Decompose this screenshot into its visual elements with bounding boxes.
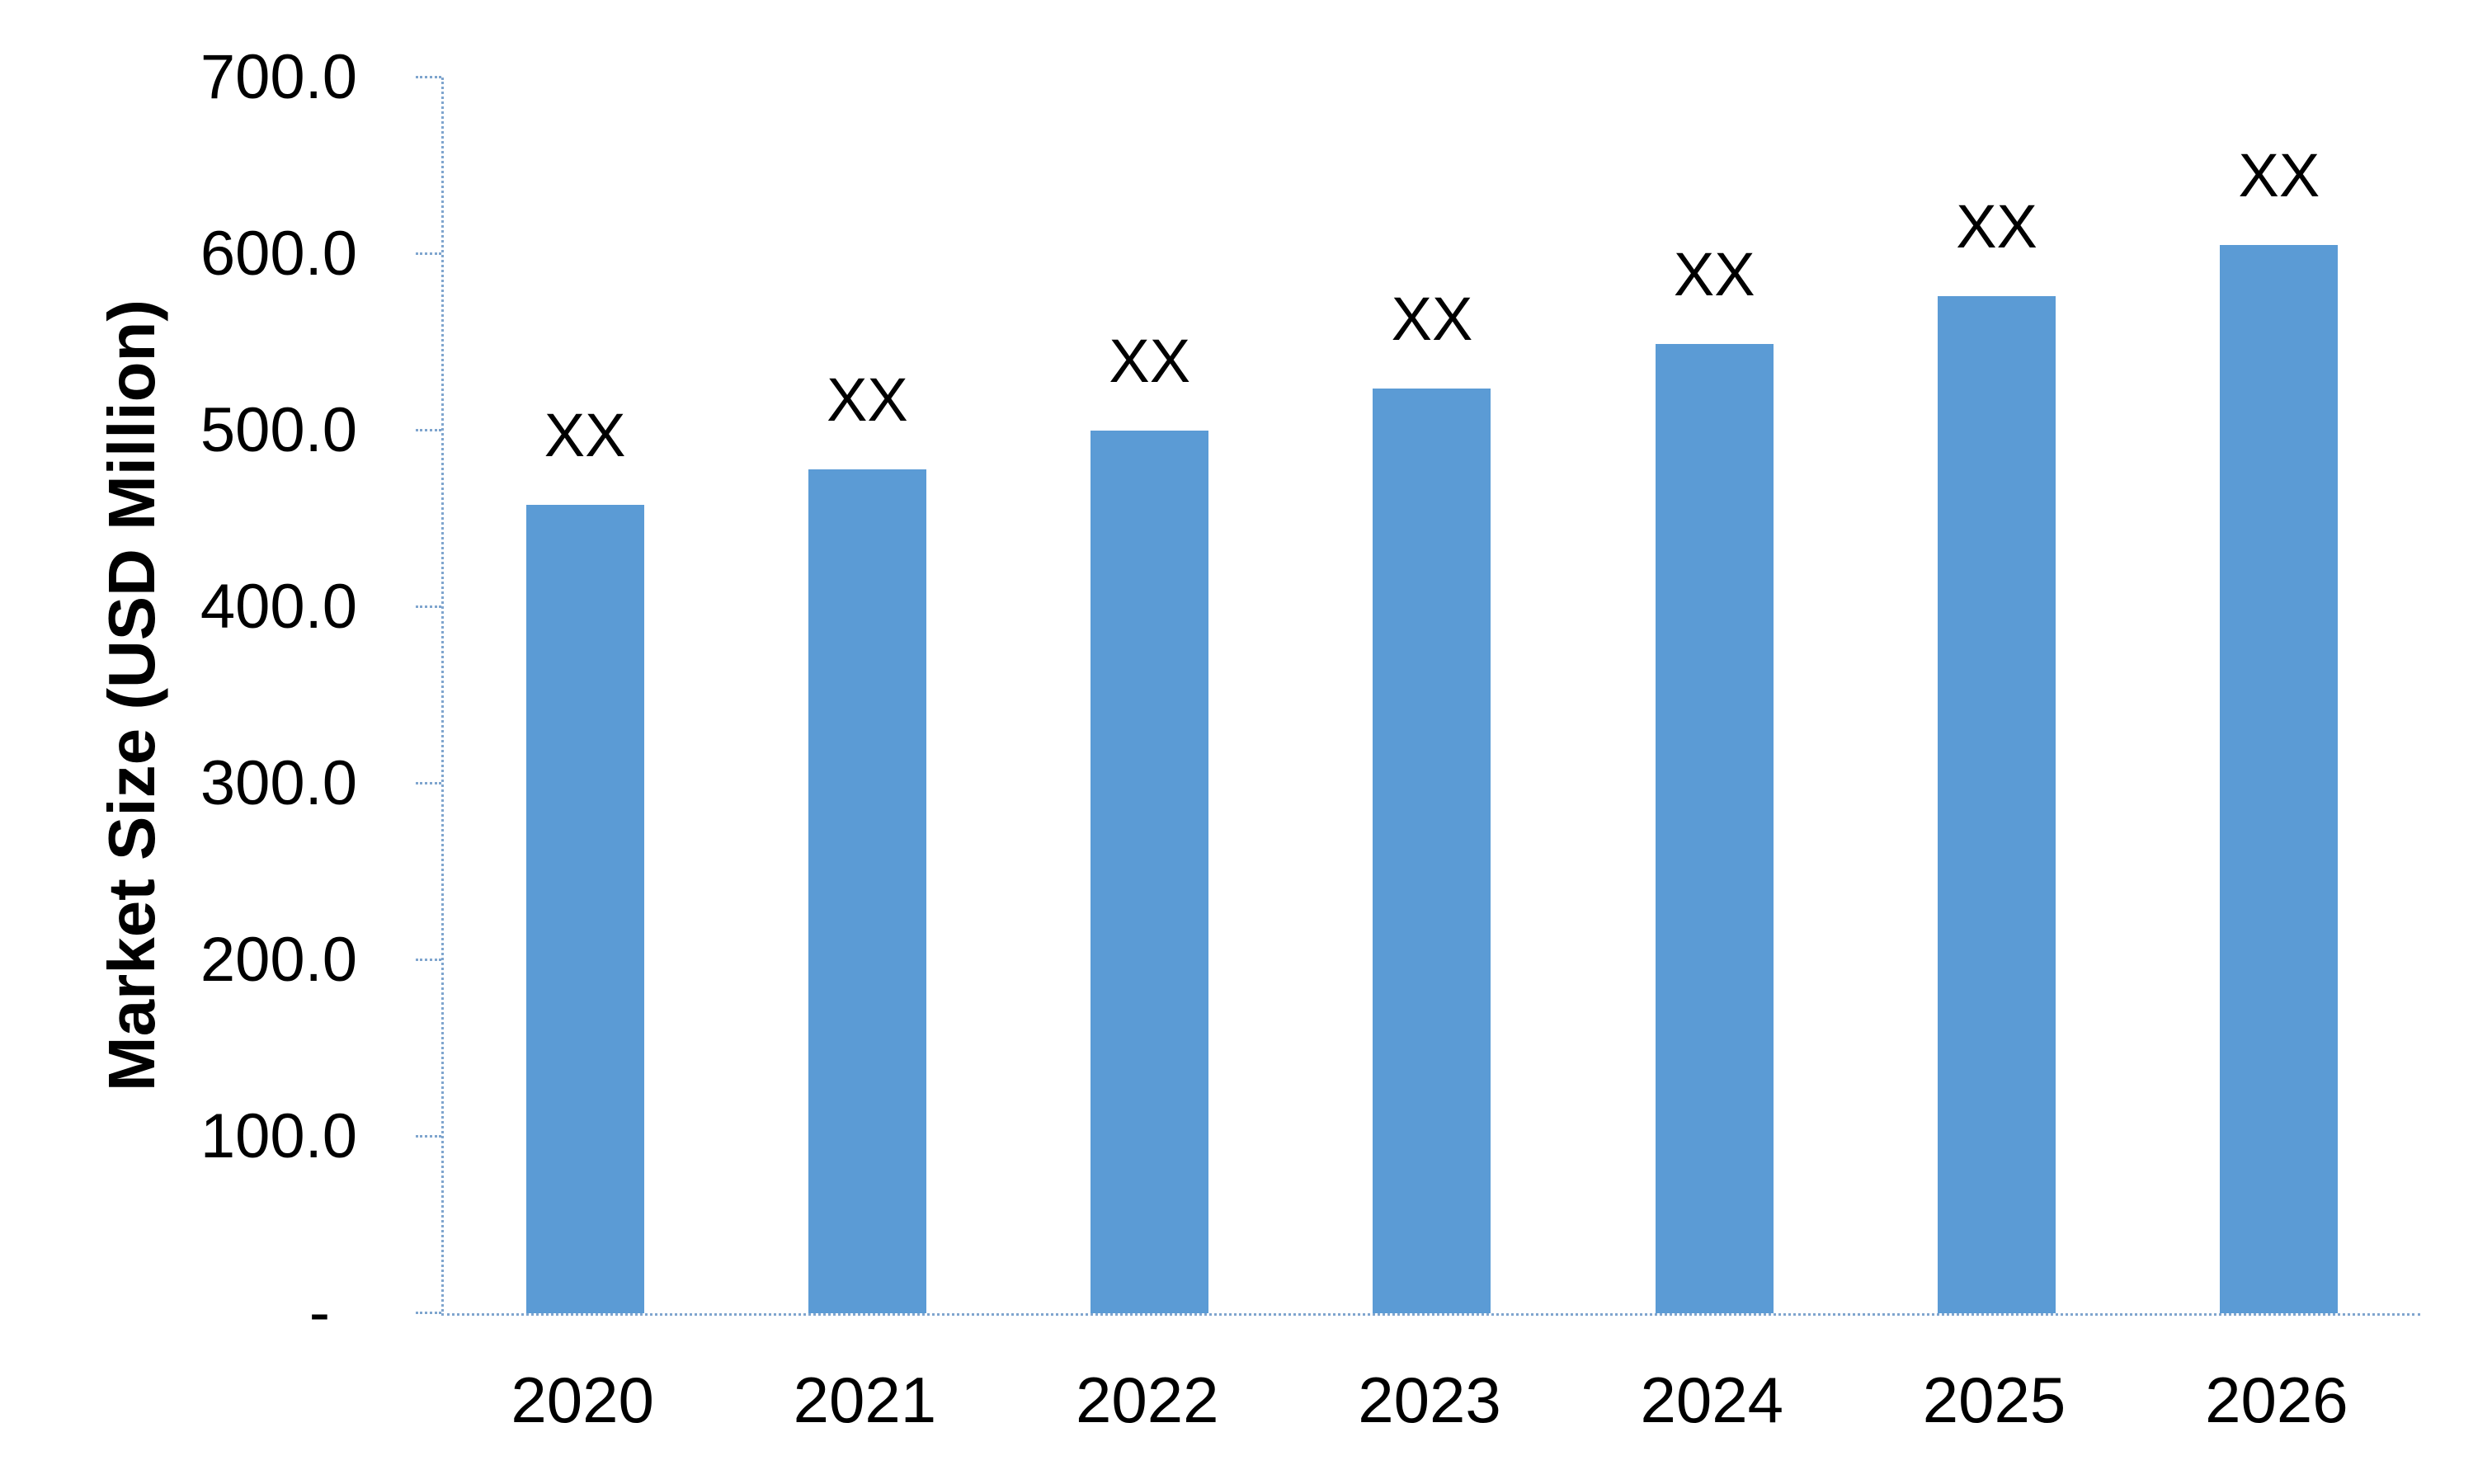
bar (808, 469, 926, 1313)
y-axis-tick-marks (416, 76, 441, 1314)
y-axis-tick-mark (416, 605, 441, 608)
bar (1655, 344, 1774, 1313)
y-axis-tick-label: 400.0 (200, 572, 357, 642)
y-axis-tick-mark (416, 1135, 441, 1138)
y-axis-tick-mark (416, 959, 441, 961)
y-axis-tick-label: - (309, 1278, 330, 1348)
plot-area: XX XX XX XX XX XX XX (441, 78, 2420, 1316)
bar-value-label: XX (544, 400, 626, 469)
bar-value-label: XX (827, 365, 908, 435)
bar (1091, 431, 1209, 1313)
x-axis-tick-label: 2022 (1075, 1364, 1219, 1436)
y-axis-tick-label: 200.0 (200, 925, 357, 995)
y-axis-tick-label: 700.0 (200, 42, 357, 112)
y-axis-tick-mark (416, 782, 441, 784)
y-axis-tick-label: 500.0 (200, 395, 357, 465)
x-axis-tick-label: 2026 (2205, 1364, 2348, 1436)
bar (525, 504, 644, 1313)
bar-slot: XX (2138, 78, 2420, 1313)
y-axis-tick-mark (416, 76, 441, 78)
x-axis-tick-label: 2020 (511, 1364, 654, 1436)
y-axis-tick-label: 600.0 (200, 219, 357, 289)
y-axis-tick-label: 100.0 (200, 1101, 357, 1171)
bar-slot: XX (1291, 78, 1573, 1313)
bar (2220, 245, 2339, 1313)
bar (1938, 296, 2056, 1313)
bar-slot: XX (1573, 78, 1855, 1313)
bar (1373, 388, 1491, 1313)
x-axis-tick-label: 2025 (1922, 1364, 2066, 1436)
bar-slot: XX (1009, 78, 1291, 1313)
bar-value-label: XX (1391, 284, 1473, 353)
x-axis-tick-label: 2024 (1640, 1364, 1784, 1436)
bar-value-label: XX (1956, 192, 2037, 261)
x-axis-tick-label: 2021 (793, 1364, 937, 1436)
bar-slot: XX (444, 78, 726, 1313)
y-axis-tick-mark (416, 1312, 441, 1314)
y-axis-tick-label: 300.0 (200, 748, 357, 818)
bar-value-label: XX (1673, 240, 1755, 309)
y-axis-tick-labels: 700.0 600.0 500.0 400.0 300.0 200.0 100.0 - (0, 42, 357, 1348)
y-axis-tick-mark (416, 429, 441, 431)
bar-value-label: XX (2238, 141, 2320, 210)
x-axis-tick-label: 2023 (1358, 1364, 1501, 1436)
bar-slot: XX (1855, 78, 2137, 1313)
bar-value-label: XX (1109, 327, 1191, 395)
bar-slot: XX (726, 78, 1008, 1313)
y-axis-tick-mark (416, 252, 441, 255)
x-axis-tick-labels: 2020 2021 2022 2023 2024 2025 2026 (441, 1363, 2418, 1437)
